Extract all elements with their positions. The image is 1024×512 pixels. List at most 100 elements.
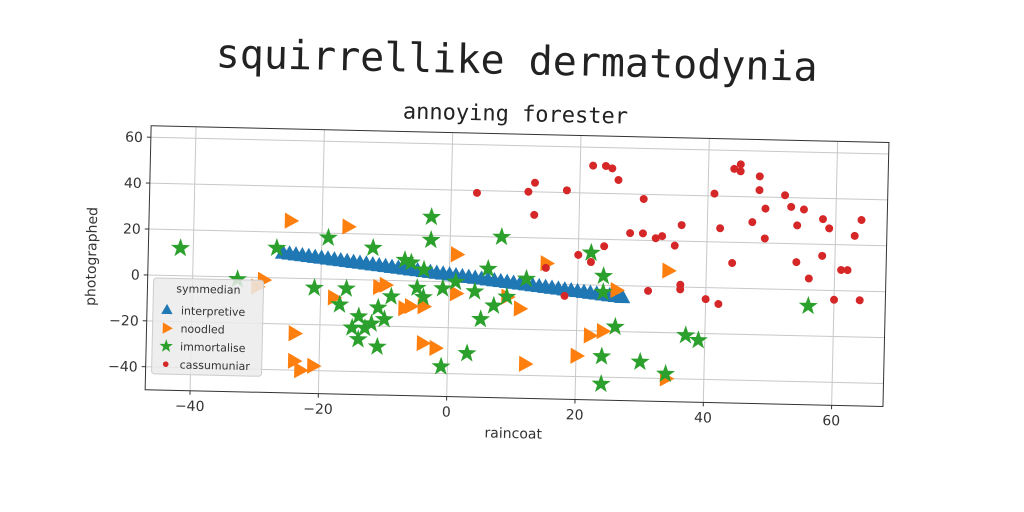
data-point-immortalise bbox=[591, 373, 611, 393]
data-point-immortalise bbox=[433, 278, 453, 297]
x-grid-line bbox=[446, 132, 454, 397]
data-point-immortalise bbox=[465, 281, 485, 300]
data-point-noodled bbox=[596, 322, 612, 340]
data-point-immortalise bbox=[336, 278, 356, 297]
data-point-cassumuniar bbox=[701, 295, 710, 304]
data-point-cassumuniar bbox=[728, 258, 737, 267]
data-point-cassumuniar bbox=[541, 263, 550, 272]
plot-area bbox=[171, 160, 866, 393]
data-point-cassumuniar bbox=[781, 191, 790, 200]
data-point-immortalise bbox=[413, 287, 433, 306]
data-point-cassumuniar bbox=[658, 232, 667, 241]
data-point-immortalise bbox=[457, 343, 477, 362]
data-point-immortalise bbox=[478, 258, 498, 278]
y-tick-label: 0 bbox=[131, 268, 140, 284]
y-tick-label: 60 bbox=[125, 130, 143, 146]
data-point-immortalise bbox=[304, 277, 324, 297]
legend-label-noodled: noodled bbox=[180, 322, 225, 336]
data-point-cassumuniar bbox=[676, 285, 685, 294]
data-point-immortalise bbox=[363, 237, 383, 257]
legend-marker-interpretive bbox=[161, 303, 173, 315]
data-point-cassumuniar bbox=[710, 189, 719, 198]
data-point-noodled bbox=[288, 325, 304, 342]
data-point-noodled bbox=[416, 334, 432, 352]
data-point-cassumuniar bbox=[755, 172, 764, 181]
data-point-noodled bbox=[284, 212, 300, 229]
y-axis-label: photographed bbox=[83, 207, 101, 306]
y-tick-label: 40 bbox=[124, 176, 142, 192]
data-point-noodled bbox=[662, 262, 677, 279]
data-point-immortalise bbox=[431, 356, 451, 375]
x-tick-label: 20 bbox=[566, 407, 584, 423]
data-point-cassumuniar bbox=[677, 221, 686, 230]
y-grid-line bbox=[149, 182, 888, 201]
axis-ticks: −40 −20 0 20 40 60 −40 −20 0 20 40 60 bbox=[108, 130, 840, 430]
chart-title: squirrellike dermatodynia bbox=[215, 31, 818, 91]
data-point-cassumuniar bbox=[736, 167, 745, 176]
data-point-noodled bbox=[570, 347, 585, 364]
data-point-immortalise bbox=[421, 230, 441, 249]
data-point-immortalise bbox=[414, 259, 434, 278]
data-point-cassumuniar bbox=[614, 176, 623, 185]
data-point-interpretive bbox=[614, 288, 631, 304]
data-point-immortalise bbox=[355, 318, 375, 337]
x-grid-line bbox=[702, 138, 710, 403]
data-point-immortalise bbox=[630, 351, 650, 371]
data-point-cassumuniar bbox=[714, 299, 723, 308]
legend-marker-cassumuniar bbox=[162, 361, 169, 367]
data-point-immortalise bbox=[381, 286, 401, 305]
data-point-immortalise bbox=[171, 238, 191, 257]
data-point-cassumuniar bbox=[639, 194, 648, 203]
data-point-cassumuniar bbox=[574, 250, 583, 259]
data-point-immortalise bbox=[581, 242, 601, 262]
data-point-noodled bbox=[518, 355, 534, 372]
data-point-cassumuniar bbox=[524, 187, 533, 196]
data-point-cassumuniar bbox=[716, 224, 725, 233]
data-point-cassumuniar bbox=[818, 251, 827, 260]
legend-label-immortalise: immortalise bbox=[180, 340, 246, 354]
data-point-immortalise bbox=[594, 266, 614, 285]
data-point-noodled bbox=[287, 352, 303, 369]
data-point-immortalise bbox=[228, 269, 248, 288]
data-point-immortalise bbox=[593, 282, 613, 301]
data-point-noodled bbox=[513, 300, 529, 317]
data-point-noodled bbox=[449, 285, 465, 302]
data-point-immortalise bbox=[676, 325, 696, 344]
data-point-cassumuniar bbox=[600, 242, 609, 251]
data-point-cassumuniar bbox=[761, 204, 770, 213]
x-tick-label: −40 bbox=[175, 398, 205, 415]
data-point-cassumuniar bbox=[804, 274, 813, 283]
data-point-cassumuniar bbox=[837, 266, 846, 275]
x-axis-label: raincoat bbox=[484, 425, 542, 442]
data-point-immortalise bbox=[492, 227, 512, 246]
data-point-immortalise bbox=[516, 268, 536, 288]
data-point-cassumuniar bbox=[830, 295, 839, 304]
legend-title: symmedian bbox=[176, 282, 240, 296]
data-point-immortalise bbox=[361, 313, 381, 332]
data-point-cassumuniar bbox=[748, 218, 757, 227]
data-point-immortalise bbox=[484, 295, 504, 315]
data-point-noodled bbox=[294, 362, 309, 379]
data-point-immortalise bbox=[368, 297, 388, 317]
data-point-noodled bbox=[429, 339, 444, 357]
data-point-noodled bbox=[610, 281, 625, 299]
data-point-cassumuniar bbox=[843, 266, 852, 275]
data-point-cassumuniar bbox=[586, 258, 595, 267]
data-point-noodled bbox=[450, 246, 466, 263]
data-point-cassumuniar bbox=[560, 291, 569, 300]
data-point-cassumuniar bbox=[626, 229, 635, 238]
data-point-immortalise bbox=[342, 317, 362, 337]
data-point-cassumuniar bbox=[825, 224, 834, 233]
data-point-cassumuniar bbox=[793, 221, 802, 230]
y-grid-line bbox=[150, 136, 889, 155]
y-tick-label: −20 bbox=[109, 313, 139, 330]
data-point-cassumuniar bbox=[589, 161, 598, 170]
data-point-cassumuniar bbox=[755, 186, 764, 195]
y-tick-label: −40 bbox=[108, 359, 138, 376]
y-grid-line bbox=[148, 228, 887, 247]
legend-label-cassumuniar: cassumuniar bbox=[180, 358, 251, 373]
data-point-cassumuniar bbox=[792, 258, 801, 267]
legend-label-interpretive: interpretive bbox=[181, 305, 246, 319]
data-point-cassumuniar bbox=[760, 234, 769, 243]
